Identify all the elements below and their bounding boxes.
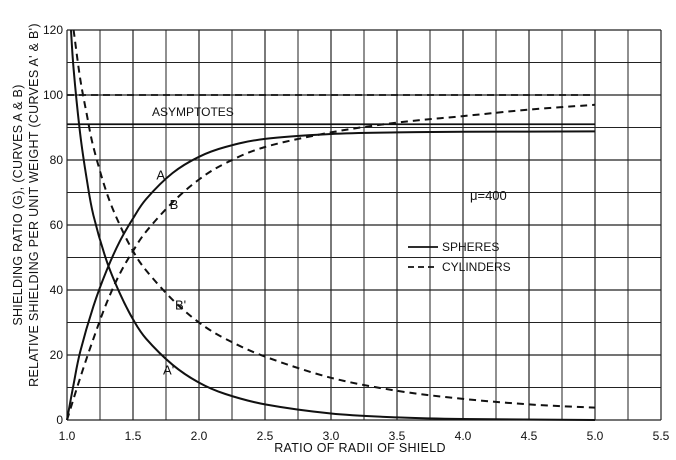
x-tick-label: 4.5 (521, 429, 538, 443)
y-tick-label: 60 (50, 218, 64, 232)
mu-label: μ=400 (470, 188, 507, 203)
y-tick-label: 100 (43, 88, 63, 102)
series-line-b (66, 103, 596, 421)
legend: SPHERES CYLINDERS (408, 240, 511, 274)
curve-label: A' (163, 363, 174, 378)
asymptotes-label: ASYMPTOTES (152, 105, 234, 119)
y-tick-label: 0 (56, 413, 63, 427)
x-tick-label: 2.0 (191, 429, 208, 443)
curve-label: B (170, 197, 179, 212)
series-line-a (66, 130, 596, 421)
x-tick-label: 1.5 (125, 429, 142, 443)
y-tick-label: 80 (50, 153, 64, 167)
legend-label-spheres: SPHERES (442, 240, 499, 254)
curve-label: A (156, 168, 165, 183)
curve-labels: AB B' A' (156, 168, 186, 378)
asymptotes (67, 94, 595, 126)
series-line-a-prime (70, 29, 596, 421)
y-tick-label: 20 (50, 348, 64, 362)
grid (66, 29, 662, 421)
y-axis-label-line-2: RELATIVE SHIELDING PER UNIT WEIGHT (CURV… (27, 23, 41, 387)
x-tick-label: 5.0 (587, 429, 604, 443)
x-tick-label: 3.0 (323, 429, 340, 443)
curves (66, 29, 596, 421)
y-tick-label: 120 (43, 23, 63, 37)
x-tick-label: 2.5 (257, 429, 274, 443)
x-axis-label: RATIO OF RADII OF SHIELD (274, 441, 446, 455)
x-tick-label: 1.0 (59, 429, 76, 443)
x-tick-labels: 1.0 1.5 2.0 2.5 3.0 3.5 4.0 4.5 5.0 5.5 (59, 429, 670, 443)
series-line-b-prime (72, 29, 596, 409)
curve-label: B' (175, 298, 186, 313)
legend-label-cylinders: CYLINDERS (442, 260, 511, 274)
x-tick-label: 4.0 (455, 429, 472, 443)
y-axis-label-line-1: SHIELDING RATIO (G), (CURVES A & B) (11, 84, 25, 325)
x-tick-label: 5.5 (653, 429, 670, 443)
y-tick-label: 40 (50, 283, 64, 297)
x-tick-label: 3.5 (389, 429, 406, 443)
y-tick-labels: 0 20 40 60 80 100 120 (43, 23, 63, 427)
